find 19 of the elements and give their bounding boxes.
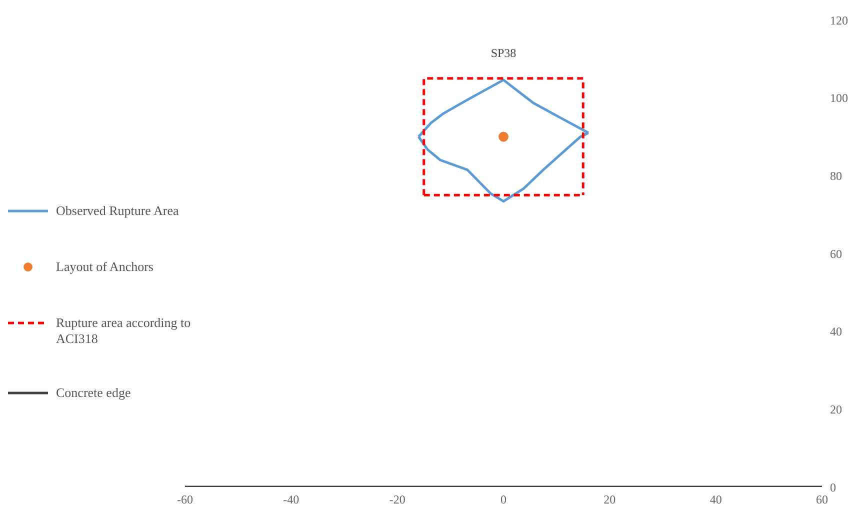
y-tick-label: 100 [830,91,848,106]
y-tick-label: 40 [830,324,842,339]
x-tick-label: 20 [604,492,616,507]
y-tick-label: 80 [830,168,842,183]
x-tick-label: -60 [177,492,193,507]
legend-label: Layout of Anchors [56,259,154,275]
legend-label: Observed Rupture Area [56,203,180,219]
x-tick-label: -20 [389,492,406,507]
legend-label: Concrete edge [56,385,132,401]
y-tick-label: 60 [830,246,842,261]
x-tick-label: 40 [710,492,722,507]
x-tick-label: 60 [816,492,828,507]
y-tick-label: 120 [830,13,848,28]
y-tick-label: 0 [830,480,836,494]
x-tick-label: 0 [500,492,506,507]
x-tick-label: -40 [283,492,300,507]
y-tick-label: 20 [830,402,842,416]
text: SP38 [490,46,518,61]
legend-label: Rupture area according to ACI318 [56,315,192,347]
